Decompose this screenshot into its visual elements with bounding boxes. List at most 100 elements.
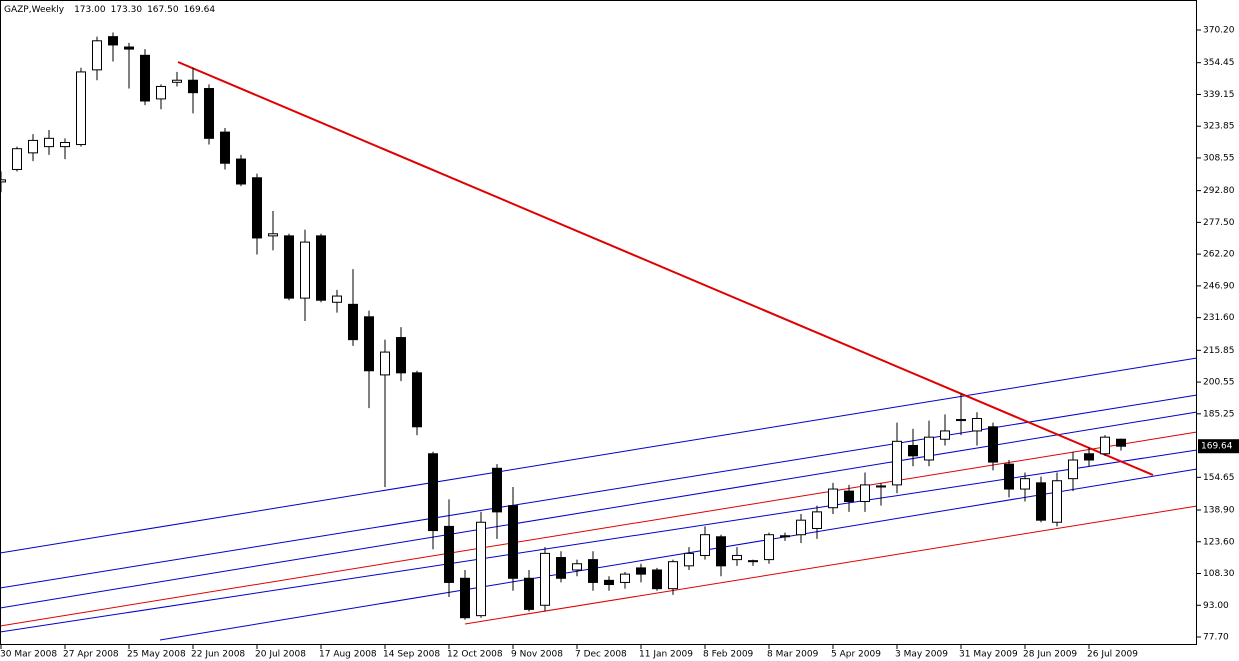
y-tick-label: 292.80 [1203, 186, 1235, 196]
candle-body [748, 560, 758, 563]
candle-body [812, 511, 822, 529]
candle-body [956, 419, 966, 422]
y-tick-label: 262.20 [1203, 250, 1235, 260]
candle-body [780, 535, 790, 538]
candle-body [572, 563, 582, 571]
y-tick-label: 370.20 [1203, 26, 1235, 36]
candle-body [60, 141, 70, 148]
candle-body [300, 241, 310, 299]
y-tick-label: 323.85 [1203, 122, 1235, 132]
candle-body [508, 505, 518, 579]
candles [0, 32, 1126, 620]
candle-body [92, 40, 102, 71]
candle-body [172, 79, 182, 83]
y-tick-label: 93.00 [1203, 601, 1229, 611]
x-tick-label: 12 Oct 2008 [447, 650, 503, 660]
candle-body [924, 436, 934, 461]
candle-body [1116, 438, 1126, 447]
y-tick-label: 108.30 [1203, 569, 1235, 579]
candle-body [428, 453, 438, 532]
candle-body [220, 131, 230, 164]
candle-body [124, 46, 134, 50]
y-tick-label: 185.25 [1203, 409, 1235, 419]
y-tick-label: 339.15 [1203, 90, 1235, 100]
channel-line [159, 468, 1198, 641]
x-tick-label: 8 Feb 2009 [703, 650, 754, 660]
candle-body [268, 233, 278, 237]
candle-body [156, 85, 166, 100]
candle-body [396, 337, 406, 374]
candle-body [380, 351, 390, 376]
x-tick-label: 17 Aug 2008 [319, 650, 377, 660]
y-tick-label: 77.70 [1203, 633, 1229, 643]
candle-body [732, 554, 742, 561]
last-price-label: 169.64 [1201, 442, 1233, 452]
candle-body [236, 158, 246, 185]
candle-body [252, 177, 262, 239]
y-tick-label: 200.55 [1203, 378, 1235, 388]
y-tick-label: 154.65 [1203, 473, 1235, 483]
candle-body [332, 295, 342, 303]
candle-body [604, 579, 614, 586]
x-tick-label: 7 Dec 2008 [575, 650, 627, 660]
x-tick-label: 31 May 2009 [959, 650, 1018, 660]
x-tick-label: 27 Apr 2008 [63, 650, 119, 660]
candle-body [1036, 482, 1046, 521]
candle-body [796, 519, 806, 536]
x-tick-label: 26 Jul 2009 [1087, 650, 1138, 660]
candle-body [892, 440, 902, 486]
symbol: GAZP,Weekly [4, 5, 65, 15]
candle-body [652, 569, 662, 590]
trend-lines [0, 61, 1198, 641]
candle-body [860, 484, 870, 502]
channel-line [0, 449, 1198, 633]
candle-body [412, 372, 422, 428]
candle-body [1100, 436, 1110, 455]
candle-body [1020, 478, 1030, 490]
candle-body [620, 573, 630, 583]
candle-body [108, 36, 118, 46]
x-tick-label: 28 Jun 2009 [1023, 650, 1077, 660]
candle-body [12, 148, 22, 170]
candle-body [460, 577, 470, 619]
x-tick-label: 30 Mar 2008 [0, 650, 57, 660]
y-tick-label: 231.60 [1203, 313, 1235, 323]
candle-body [444, 525, 454, 583]
x-tick-label: 22 Jun 2008 [191, 650, 245, 660]
candle-body [716, 536, 726, 567]
y-tick-label: 138.90 [1203, 506, 1235, 516]
candle-body [140, 54, 150, 102]
candle-body [828, 488, 838, 509]
x-tick-label: 9 Nov 2008 [511, 650, 563, 660]
candle-body [1084, 453, 1094, 461]
candle-body [364, 316, 374, 372]
candle-body [988, 426, 998, 463]
candle-body [764, 534, 774, 561]
candle-body [524, 577, 534, 610]
candle-body [1052, 480, 1062, 523]
y-tick-label: 215.85 [1203, 346, 1235, 356]
chart-header: GAZP,Weekly 173.00 173.30 167.50 169.64 [4, 5, 215, 15]
close-value: 169.64 [184, 5, 216, 15]
candle-body [844, 490, 854, 502]
candle-body [284, 235, 294, 299]
y-tick-label: 246.90 [1203, 281, 1235, 291]
candle-body [316, 235, 326, 301]
candle-body [540, 552, 550, 606]
candle-body [556, 557, 566, 579]
x-tick-label: 3 May 2009 [895, 650, 948, 660]
x-tick-label: 25 May 2008 [127, 650, 186, 660]
candle-body [76, 71, 86, 146]
x-tick-label: 14 Sep 2008 [383, 650, 440, 660]
candle-body [940, 430, 950, 440]
x-tick-label: 11 Jan 2009 [639, 650, 693, 660]
y-tick-label: 123.60 [1203, 537, 1235, 547]
x-tick-label: 20 Jul 2008 [255, 650, 306, 660]
channel-line [464, 505, 1198, 625]
candle-body [348, 303, 358, 341]
y-tick-label: 277.50 [1203, 218, 1235, 228]
candle-body [668, 561, 678, 590]
candle-body [28, 139, 38, 154]
